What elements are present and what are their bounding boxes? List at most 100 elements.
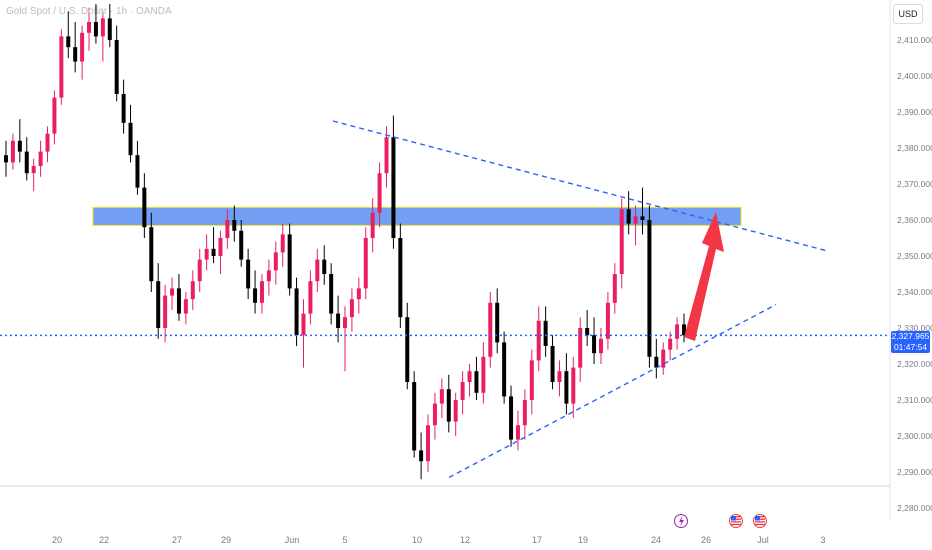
candle-body	[80, 32, 85, 62]
flag-canton	[755, 516, 760, 521]
price-tick-label: 2,310.000	[897, 395, 932, 405]
time-tick-label: 26	[701, 535, 711, 545]
candle-body	[474, 371, 479, 393]
candle-body	[557, 371, 562, 382]
candle-body	[598, 338, 603, 354]
candle-body	[343, 317, 347, 328]
candle-body	[10, 140, 15, 163]
price-tick-label: 2,300.000	[897, 431, 932, 441]
candle-body	[329, 274, 334, 314]
price-axis-separator	[0, 0, 891, 520]
ascending-trendline	[448, 303, 777, 479]
candle-body	[308, 281, 313, 314]
candle-body	[640, 216, 645, 220]
candle-body	[45, 133, 50, 152]
time-axis[interactable]: 20 22 27 29 Jun 5 10 12 17 19 24 26 Jul 3	[52, 535, 826, 545]
candle-body	[204, 248, 209, 260]
candle-body	[398, 238, 403, 318]
candle-body	[24, 151, 29, 174]
candle-body	[412, 382, 417, 451]
time-tick-label: 5	[342, 535, 347, 545]
candle-body	[232, 220, 237, 231]
candle-body	[536, 320, 541, 361]
price-tick-label: 2,280.000	[897, 503, 932, 513]
candle-body	[647, 220, 652, 357]
candle-body	[432, 403, 437, 426]
candle-body	[578, 328, 583, 368]
flag-stripe	[755, 521, 765, 523]
time-tick-label: 24	[651, 535, 661, 545]
last-price-tag: 2,327.965 01:47:54	[891, 331, 930, 353]
candle-body	[453, 400, 458, 422]
candle-body	[225, 220, 230, 238]
candle-body	[654, 356, 659, 368]
lightning-icon	[679, 516, 684, 527]
time-tick-label: Jun	[285, 535, 300, 545]
candle-body	[100, 18, 105, 37]
time-tick-label: Jul	[757, 535, 769, 545]
candle-body	[176, 288, 181, 314]
candle-body	[405, 317, 410, 382]
event-markers	[674, 514, 767, 528]
time-tick-label: 27	[172, 535, 182, 545]
candle-body	[87, 22, 92, 33]
time-tick-label: 19	[578, 535, 588, 545]
candle-body	[515, 425, 520, 440]
flag-stripe	[755, 523, 765, 526]
candle-body	[38, 151, 43, 166]
price-tick-label: 2,360.000	[897, 215, 932, 225]
candle-body	[183, 299, 188, 314]
candle-body	[460, 382, 465, 400]
last-price: 2,327.965	[891, 331, 930, 341]
time-tick-label: 3	[820, 535, 825, 545]
price-tick-label: 2,340.000	[897, 287, 932, 297]
candle-body	[336, 313, 341, 328]
candle-body	[495, 302, 500, 343]
price-tick-label: 2,370.000	[897, 179, 932, 189]
trendlines[interactable]	[0, 120, 890, 479]
candle-body	[4, 155, 8, 163]
candle-body	[31, 166, 36, 174]
candle-body	[626, 209, 631, 224]
candle-body	[163, 295, 168, 328]
candle-body	[550, 346, 555, 382]
resistance-zone-box	[92, 206, 742, 226]
resistance-zone[interactable]	[92, 206, 742, 226]
target-arrow[interactable]	[684, 212, 724, 341]
candle-body	[522, 400, 527, 426]
flag-stripe	[731, 521, 741, 523]
candle-body	[446, 389, 451, 422]
candle-body	[135, 155, 140, 188]
candle-body	[59, 36, 64, 98]
currency-button[interactable]: USD	[893, 4, 923, 24]
candle-body	[633, 216, 638, 224]
candle-body	[592, 335, 597, 354]
candle-body	[391, 137, 396, 238]
candle-body	[564, 371, 569, 404]
price-tick-label: 2,410.000	[897, 35, 932, 45]
candle-body	[190, 281, 195, 300]
symbol-title: Gold Spot / U.S. Dollar · 1h · OANDA	[6, 6, 172, 17]
candle-body	[259, 281, 264, 303]
price-axis[interactable]: 2,410.000 2,400.000 2,390.000 2,380.000 2,37…	[897, 35, 932, 513]
candle-body	[529, 360, 534, 400]
candle-body	[197, 259, 202, 282]
candle-body	[280, 234, 285, 253]
price-tick-label: 2,330.000	[897, 323, 932, 333]
candle-body	[107, 18, 112, 40]
candle-body	[682, 324, 686, 336]
candle-body	[488, 302, 493, 357]
candle-body	[675, 324, 680, 339]
flag-canton	[731, 516, 736, 521]
candle-body	[502, 342, 507, 397]
candle-body	[356, 288, 361, 300]
time-tick-label: 17	[532, 535, 542, 545]
time-tick-label: 29	[221, 535, 231, 545]
flag-stripe	[731, 523, 741, 526]
candlestick-series	[4, 4, 686, 480]
candle-body	[246, 259, 251, 289]
price-tick-label: 2,320.000	[897, 359, 932, 369]
candle-body	[384, 137, 389, 174]
candle-body	[322, 259, 327, 274]
